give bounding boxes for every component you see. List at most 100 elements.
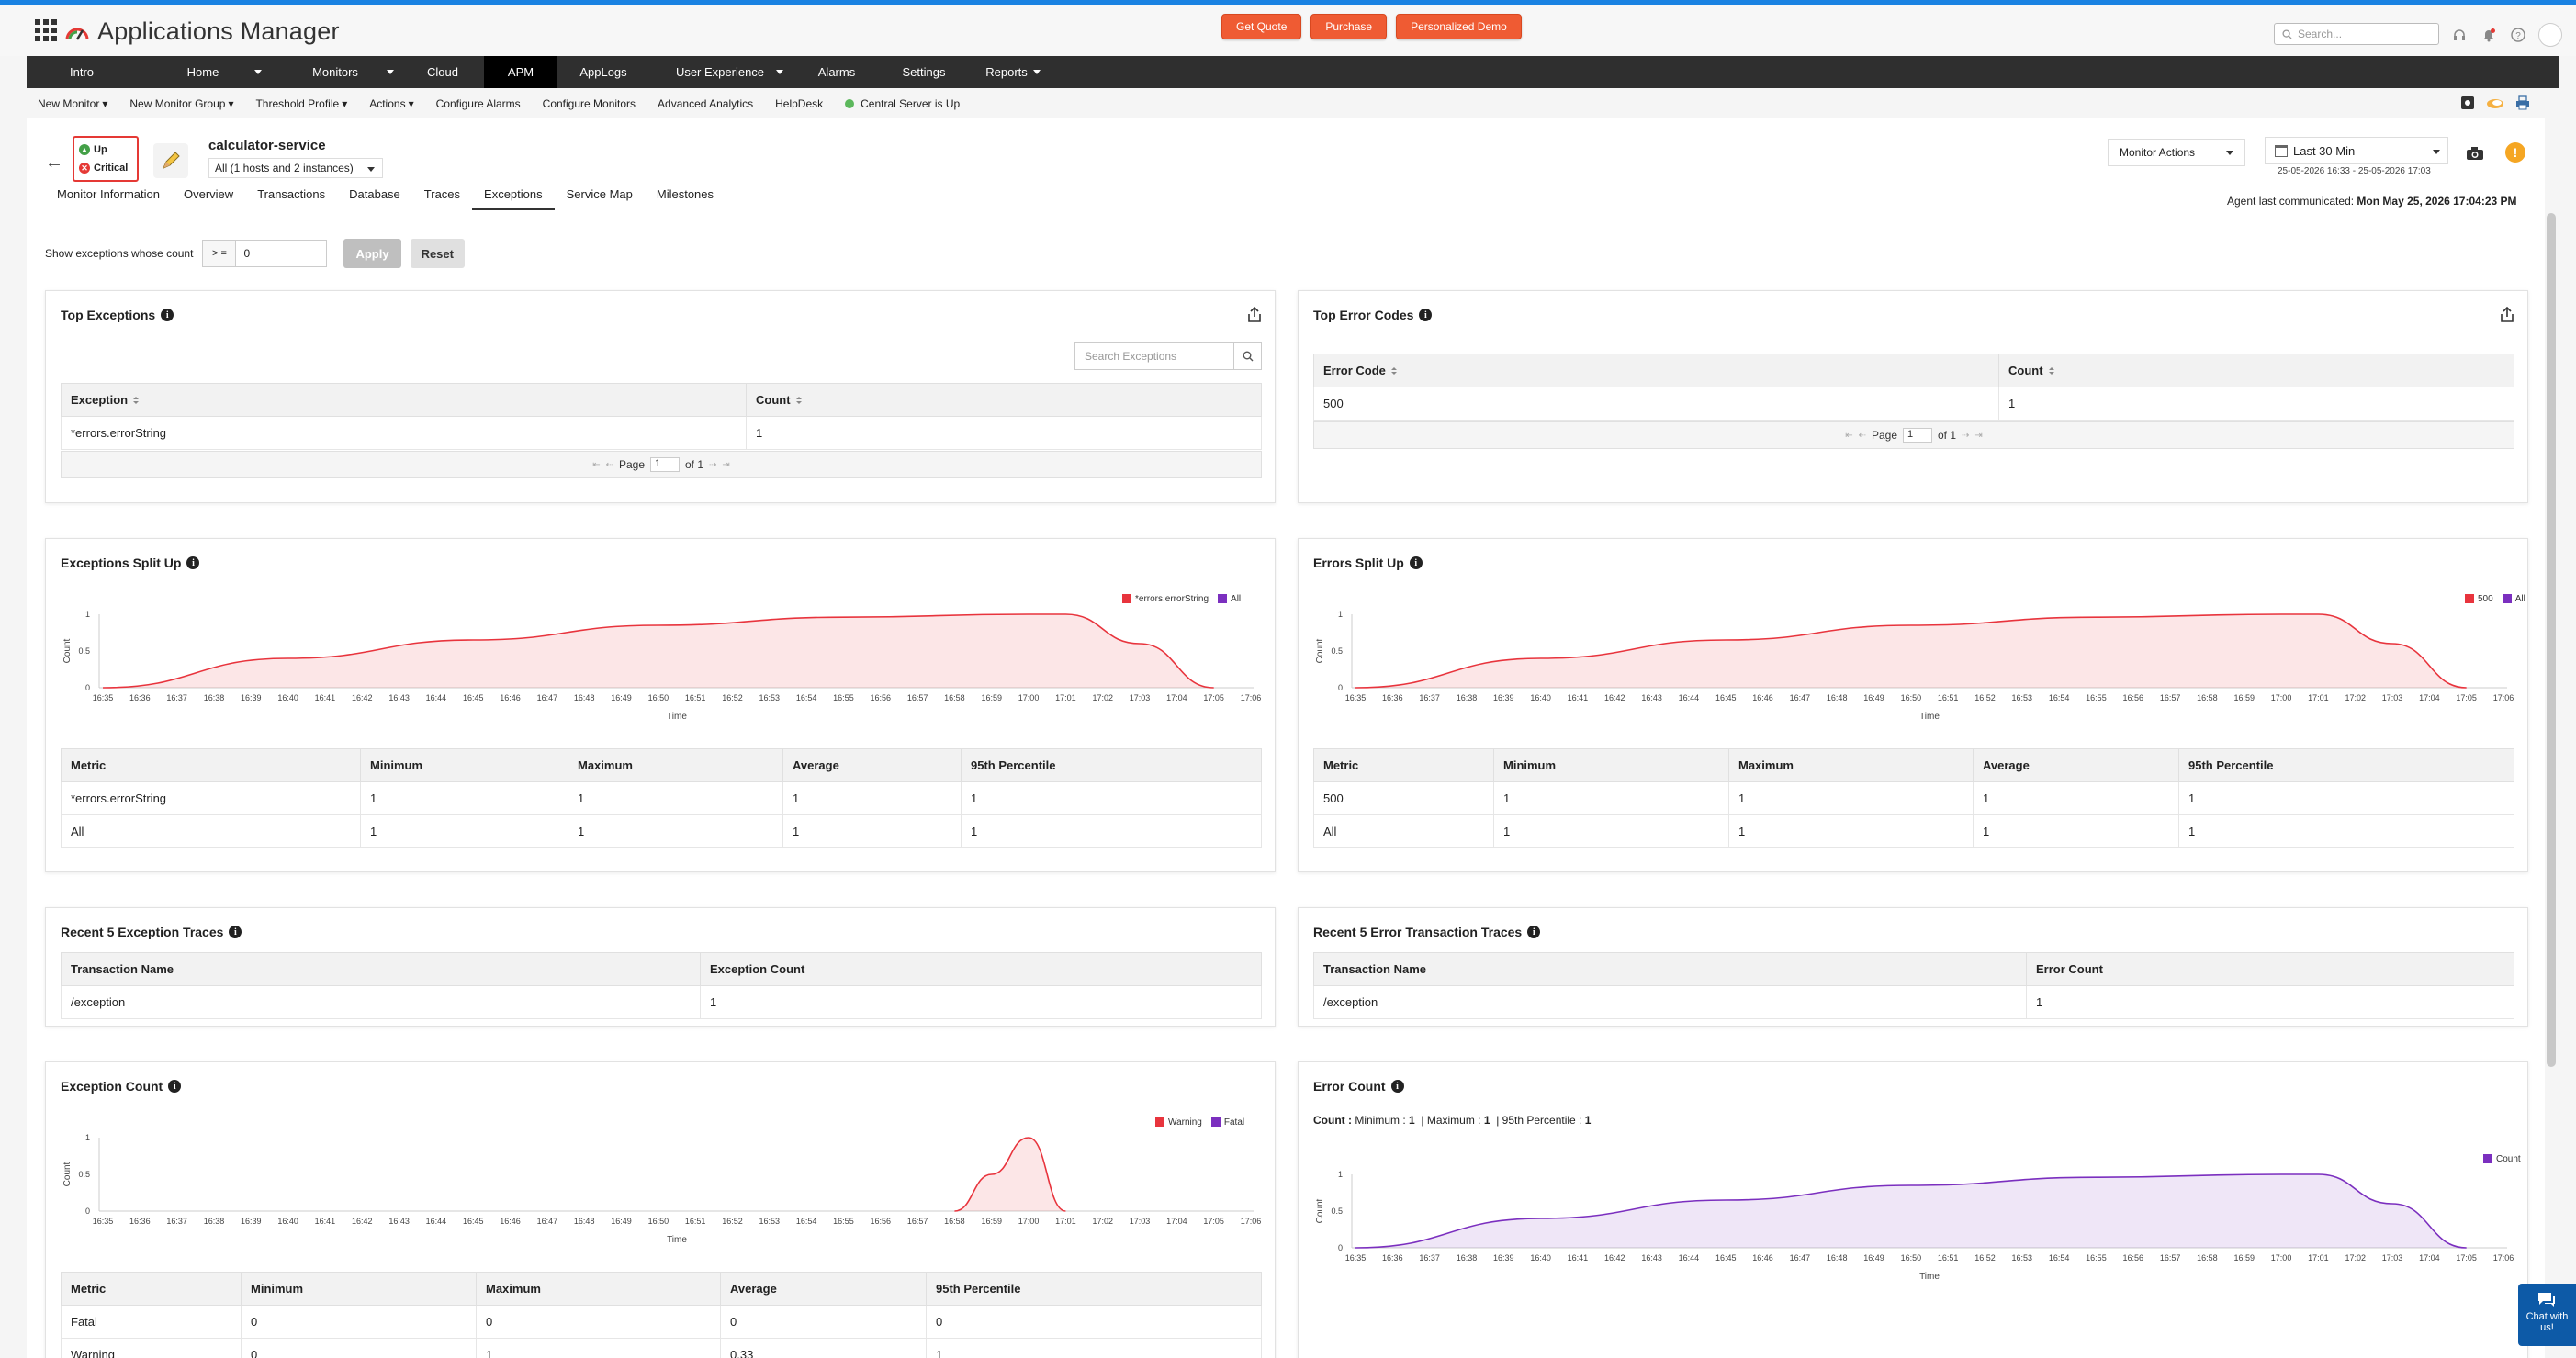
- reset-button[interactable]: Reset: [410, 239, 465, 268]
- first-page-icon[interactable]: ⇤: [1845, 430, 1853, 441]
- column-header-count[interactable]: Count: [1998, 354, 2514, 387]
- exception-cell[interactable]: *errors.errorString: [61, 416, 747, 450]
- apps-grid-icon[interactable]: [35, 19, 57, 41]
- transaction-name-link[interactable]: /exception: [61, 985, 701, 1019]
- legend-item[interactable]: All: [1218, 594, 1241, 604]
- info-icon[interactable]: i: [161, 309, 174, 321]
- headset-icon[interactable]: [2450, 26, 2469, 44]
- legend-item[interactable]: *errors.errorString: [1122, 594, 1209, 604]
- filter-value[interactable]: 0: [243, 247, 251, 260]
- column-header-count[interactable]: Count: [746, 383, 1262, 417]
- share-export-icon[interactable]: [2498, 306, 2516, 324]
- tab-transactions[interactable]: Transactions: [257, 187, 326, 201]
- purchase-button[interactable]: Purchase: [1310, 14, 1388, 39]
- nav-item-apm[interactable]: APM: [484, 56, 557, 88]
- legend-item[interactable]: All: [2502, 594, 2525, 604]
- tab-milestones[interactable]: Milestones: [656, 187, 714, 201]
- bell-icon[interactable]: [2480, 26, 2498, 44]
- filter-count-input[interactable]: > = 0: [202, 240, 328, 267]
- tab-exceptions[interactable]: Exceptions: [472, 187, 555, 210]
- caret-down-icon[interactable]: [387, 70, 394, 74]
- info-icon[interactable]: i: [186, 556, 200, 569]
- tab-database[interactable]: Database: [349, 187, 400, 201]
- next-page-icon[interactable]: ⇢: [709, 459, 717, 470]
- legend-item[interactable]: Fatal: [1210, 1117, 1244, 1128]
- page-number-input[interactable]: 1: [650, 457, 680, 472]
- tab-overview[interactable]: Overview: [184, 187, 234, 201]
- hosts-select[interactable]: All (1 hosts and 2 instances): [208, 158, 383, 178]
- sort-icon[interactable]: [1390, 367, 1399, 376]
- helpdesk-link[interactable]: HelpDesk: [775, 97, 824, 110]
- tab-monitor-information[interactable]: Monitor Information: [57, 187, 160, 201]
- info-icon[interactable]: i: [1409, 556, 1423, 569]
- column-header-exception[interactable]: Exception: [61, 383, 747, 417]
- sort-icon[interactable]: [2048, 367, 2056, 376]
- personalized-demo-button[interactable]: Personalized Demo: [1396, 14, 1522, 39]
- tab-traces[interactable]: Traces: [423, 187, 461, 201]
- last-page-icon[interactable]: ⇥: [1974, 430, 1983, 441]
- get-quote-button[interactable]: Get Quote: [1221, 14, 1302, 39]
- user-avatar[interactable]: [2538, 23, 2562, 47]
- first-page-icon[interactable]: ⇤: [592, 459, 601, 470]
- filter-operator[interactable]: > =: [203, 241, 237, 266]
- prev-page-icon[interactable]: ⇠: [605, 459, 613, 470]
- new-monitor-group-menu[interactable]: New Monitor Group ▾: [118, 97, 244, 110]
- next-page-icon[interactable]: ⇢: [1962, 430, 1970, 441]
- print-icon[interactable]: [2513, 93, 2533, 113]
- configure-monitors-link[interactable]: Configure Monitors: [542, 97, 636, 110]
- new-monitor-menu[interactable]: New Monitor ▾: [27, 97, 118, 110]
- table-row[interactable]: /exception 1: [61, 985, 1262, 1019]
- caret-down-icon[interactable]: [254, 70, 262, 74]
- caret-down-icon[interactable]: [776, 70, 783, 74]
- search-exceptions-input[interactable]: Search Exceptions: [1074, 342, 1262, 370]
- table-row[interactable]: *errors.errorString 1: [61, 416, 1262, 450]
- actions-menu[interactable]: Actions ▾: [358, 97, 424, 110]
- info-icon[interactable]: i: [1419, 309, 1433, 321]
- tab-service-map[interactable]: Service Map: [566, 187, 633, 201]
- monitor-actions-select[interactable]: Monitor Actions: [2108, 139, 2245, 166]
- transaction-name-link[interactable]: /exception: [1313, 985, 2027, 1019]
- cloud-icon[interactable]: [2485, 93, 2505, 113]
- advanced-analytics-link[interactable]: Advanced Analytics: [658, 97, 754, 110]
- chat-button[interactable]: Chat with us!: [2518, 1284, 2576, 1346]
- app-logo[interactable]: Applications Manager: [64, 17, 340, 46]
- last-page-icon[interactable]: ⇥: [722, 459, 730, 470]
- legend-item[interactable]: Count: [2483, 1154, 2521, 1164]
- caret-down-icon[interactable]: [1033, 70, 1041, 74]
- table-row[interactable]: 500 1: [1313, 387, 2514, 421]
- table-row[interactable]: /exception 1: [1313, 985, 2514, 1019]
- nav-item-intro[interactable]: Intro: [27, 56, 137, 88]
- page-number-input[interactable]: 1: [1903, 428, 1932, 443]
- help-icon[interactable]: ?: [2509, 26, 2527, 44]
- nav-item-settings[interactable]: Settings: [883, 56, 965, 88]
- search-icon[interactable]: [1233, 343, 1261, 369]
- period-select[interactable]: Last 30 Min: [2265, 137, 2448, 164]
- prev-page-icon[interactable]: ⇠: [1858, 430, 1866, 441]
- share-export-icon[interactable]: [1245, 306, 1264, 324]
- column-header-error-code[interactable]: Error Code: [1313, 354, 1999, 387]
- threshold-profile-menu[interactable]: Threshold Profile ▾: [244, 97, 358, 110]
- alert-icon[interactable]: !: [2505, 142, 2525, 163]
- nav-item-reports[interactable]: Reports: [965, 56, 1048, 88]
- central-server-status[interactable]: Central Server is Up: [834, 97, 971, 110]
- error-code-cell[interactable]: 500: [1313, 387, 1999, 421]
- settings-icon[interactable]: [2458, 93, 2478, 113]
- nav-item-applogs[interactable]: AppLogs: [557, 56, 649, 88]
- info-icon[interactable]: i: [1390, 1080, 1404, 1093]
- nav-item-alarms[interactable]: Alarms: [791, 56, 883, 88]
- nav-item-home[interactable]: Home: [137, 56, 269, 88]
- edit-pencil-icon[interactable]: [153, 143, 188, 178]
- configure-alarms-link[interactable]: Configure Alarms: [435, 97, 521, 110]
- legend-item[interactable]: Warning: [1155, 1117, 1202, 1128]
- sort-icon[interactable]: [795, 397, 804, 405]
- nav-item-user-experience[interactable]: User Experience: [649, 56, 791, 88]
- nav-item-cloud[interactable]: Cloud: [401, 56, 484, 88]
- page-scrollbar[interactable]: [2547, 213, 2556, 1067]
- info-icon[interactable]: i: [229, 926, 242, 938]
- back-arrow-icon[interactable]: ←: [45, 152, 63, 173]
- sort-icon[interactable]: [133, 397, 141, 405]
- camera-icon[interactable]: [2463, 141, 2487, 165]
- info-icon[interactable]: i: [168, 1080, 182, 1093]
- info-icon[interactable]: i: [1527, 926, 1541, 938]
- global-search-input[interactable]: Search...: [2274, 23, 2439, 45]
